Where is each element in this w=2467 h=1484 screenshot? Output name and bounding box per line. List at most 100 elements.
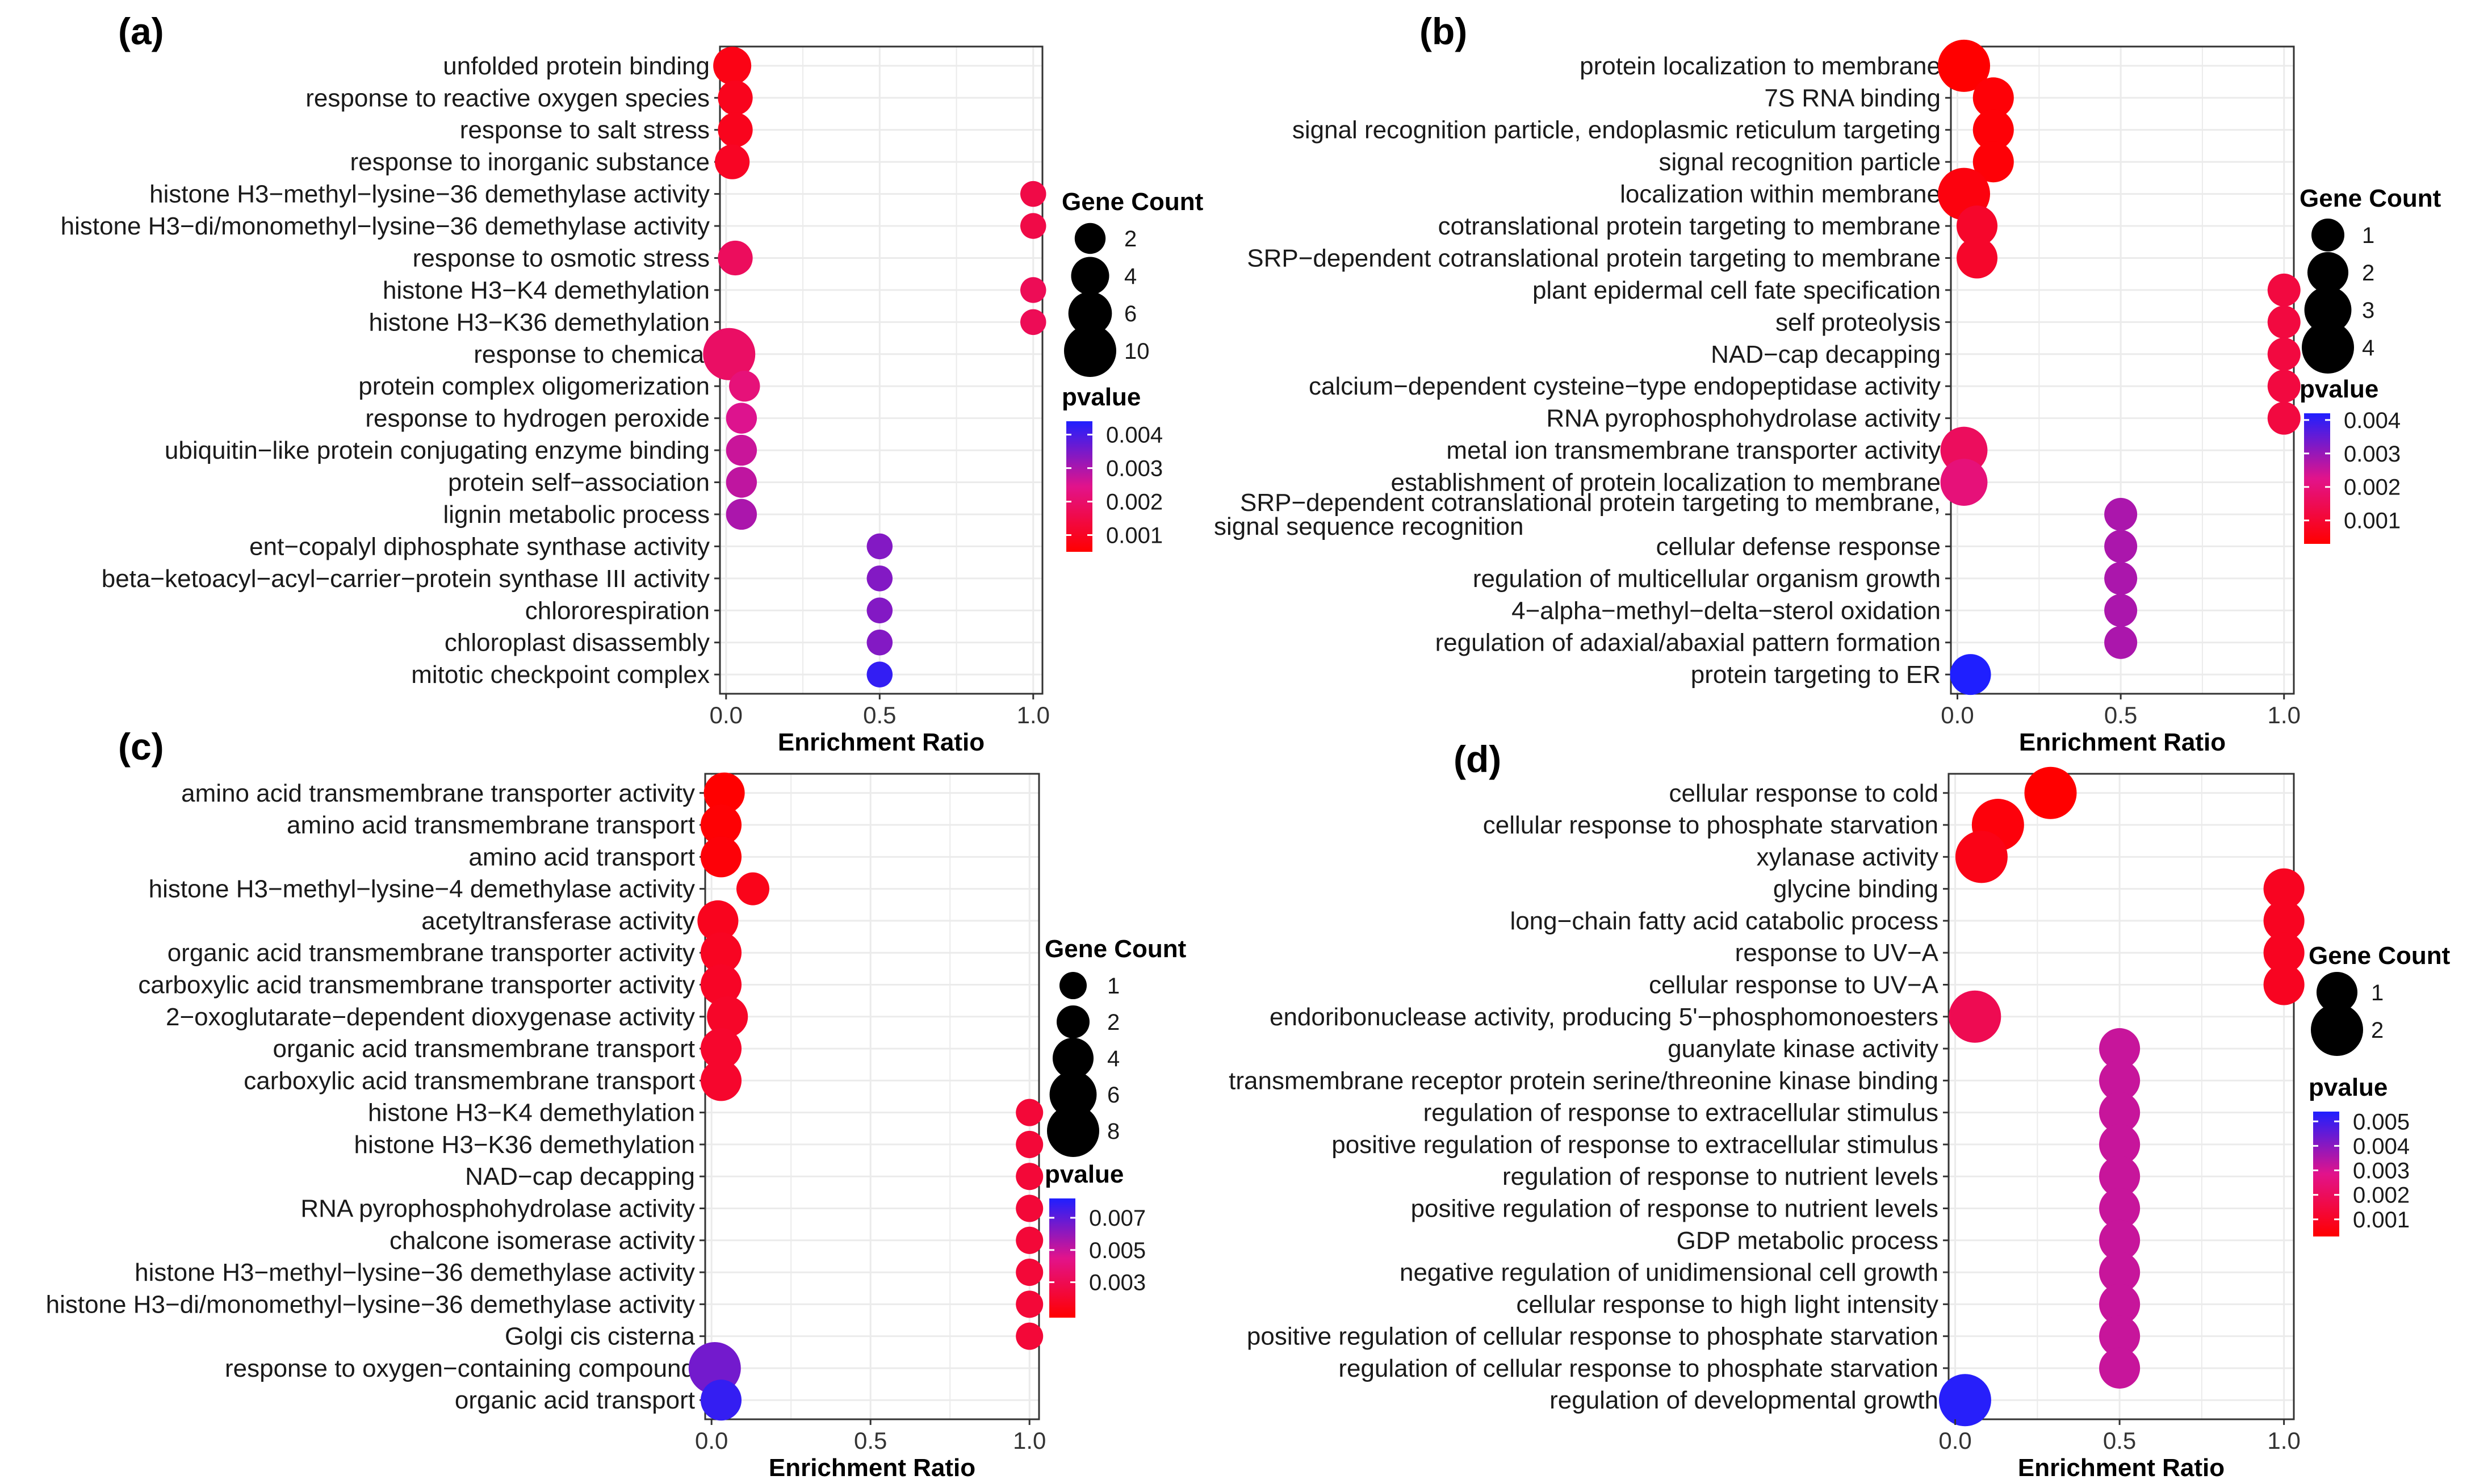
y-tick-label: cellular response to phosphate starvatio…: [1483, 811, 1938, 839]
y-tick-label: glycine binding: [1773, 875, 1938, 903]
data-point: [2099, 1219, 2141, 1261]
y-tick-label: 7S RNA binding: [1764, 84, 1941, 112]
size-legend-label: 4: [1124, 264, 1137, 289]
data-point: [2099, 1315, 2141, 1357]
size-legend-key: [1068, 291, 1112, 336]
data-point: [715, 144, 750, 179]
data-point: [700, 804, 742, 846]
y-tick-label: response to oxygen−containing compound: [225, 1355, 695, 1382]
data-point: [1016, 1194, 1044, 1222]
y-tick-label: regulation of adaxial/abaxial pattern fo…: [1435, 629, 1941, 657]
y-tick-label: organic acid transmembrane transporter a…: [167, 939, 695, 967]
data-point: [2024, 766, 2077, 819]
data-point: [700, 964, 742, 1005]
y-tick-label: cotranslational protein targeting to mem…: [1438, 212, 1941, 240]
y-tick-label: regulation of response to nutrient level…: [1502, 1163, 1938, 1190]
data-point: [2263, 932, 2305, 974]
data-point: [2099, 1028, 2141, 1070]
size-legend-label: 4: [1107, 1046, 1120, 1071]
y-tick-label: RNA pyrophosphohydrolase activity: [1546, 405, 1941, 433]
y-tick-label: amino acid transmembrane transport: [287, 811, 695, 839]
y-tick-label: response to inorganic substance: [350, 148, 710, 176]
y-tick-label: cellular defense response: [1656, 533, 1941, 560]
color-legend-label: 0.003: [2353, 1159, 2410, 1184]
data-point: [700, 836, 742, 878]
color-legend-label: 0.002: [1106, 490, 1163, 515]
size-legend-label: 1: [2371, 980, 2384, 1005]
x-tick-label: 0.0: [710, 702, 743, 728]
data-point: [2104, 626, 2138, 659]
data-point: [1972, 109, 2014, 150]
data-point: [718, 240, 753, 276]
data-point: [866, 661, 893, 687]
data-point: [1972, 141, 2014, 183]
y-tick-label: localization within membrane: [1620, 181, 1941, 208]
data-point: [1016, 1163, 1044, 1190]
data-point: [1016, 1290, 1044, 1318]
y-tick-label: histone H3−K4 demethylation: [383, 276, 710, 304]
x-tick-label: 0.5: [863, 702, 896, 728]
color-legend-title: pvalue: [2309, 1074, 2388, 1101]
y-tick-label: regulation of response to extracellular …: [1423, 1099, 1938, 1127]
y-tick-label: ubiquitin−like protein conjugating enzym…: [165, 437, 710, 464]
y-tick-label: signal recognition particle, endoplasmic…: [1292, 116, 1941, 144]
y-tick-label: response to UV−A: [1735, 939, 1939, 967]
data-point: [726, 498, 757, 530]
x-axis-title: Enrichment Ratio: [2019, 728, 2226, 756]
plot-frame: [1950, 45, 2295, 695]
size-legend-key: [1074, 223, 1106, 254]
size-legend-label: 2: [2371, 1018, 2384, 1043]
y-tick-label: self proteolysis: [1775, 308, 1941, 336]
size-legend-label: 2: [2362, 261, 2374, 286]
color-legend-bar: [2304, 413, 2330, 544]
data-point: [866, 565, 893, 592]
plot-frame: [1947, 773, 2295, 1420]
data-point: [2267, 401, 2301, 435]
data-point: [2104, 561, 2138, 595]
y-tick-label: NAD−cap decapping: [1711, 341, 1941, 368]
y-tick-label: signal sequence recognition: [1214, 513, 1524, 540]
size-legend-label: 6: [1124, 301, 1137, 326]
data-point: [700, 1380, 742, 1421]
x-tick-label: 0.0: [1941, 702, 1974, 728]
size-legend-key: [2311, 219, 2344, 251]
data-point: [2099, 1284, 2141, 1325]
size-legend-title: Gene Count: [2309, 942, 2451, 970]
y-tick-label: GDP metabolic process: [1677, 1227, 1938, 1255]
y-tick-label: SRP−dependent cotranslational protein ta…: [1240, 489, 1941, 517]
y-tick-label: carboxylic acid transmembrane transporte…: [138, 971, 695, 999]
data-point: [726, 403, 757, 434]
color-legend-title: pvalue: [1062, 383, 1141, 411]
data-point: [2099, 1156, 2141, 1197]
size-legend-key: [1049, 1071, 1097, 1118]
y-tick-label: response to reactive oxygen species: [305, 84, 710, 112]
data-point: [1016, 1130, 1044, 1158]
data-point: [2263, 964, 2305, 1005]
data-point: [2099, 1124, 2141, 1165]
panel-d: (d) cellular response to cold cellular res…: [1229, 738, 2451, 1482]
size-legend-key: [1057, 1005, 1090, 1038]
y-tick-label: histone H3−methyl−lysine−36 demethylase …: [135, 1259, 695, 1286]
data-point: [2263, 900, 2305, 941]
y-tick-label: transmembrane receptor protein serine/th…: [1229, 1067, 1938, 1095]
plot-frame: [719, 45, 1044, 695]
y-tick-label: calcium−dependent cysteine−type endopept…: [1309, 372, 1941, 400]
data-point: [736, 872, 769, 906]
data-point: [866, 597, 893, 624]
x-tick-label: 0.5: [2103, 1427, 2136, 1454]
data-point: [700, 1028, 742, 1070]
x-tick-label: 1.0: [1013, 1427, 1046, 1454]
y-tick-label: plant epidermal cell fate specification: [1532, 276, 1941, 304]
size-legend-title: Gene Count: [1045, 935, 1187, 963]
data-point: [2099, 1060, 2141, 1101]
panel-label: (c): [118, 726, 164, 768]
size-legend-title: Gene Count: [1062, 188, 1204, 216]
y-tick-label: cellular response to UV−A: [1649, 971, 1939, 999]
data-point: [718, 112, 753, 148]
data-point: [2267, 305, 2301, 339]
y-tick-label: cellular response to high light intensit…: [1516, 1290, 1938, 1318]
color-legend-bar: [1066, 421, 1092, 552]
data-point: [1020, 213, 1046, 239]
size-legend-key: [1071, 257, 1109, 295]
